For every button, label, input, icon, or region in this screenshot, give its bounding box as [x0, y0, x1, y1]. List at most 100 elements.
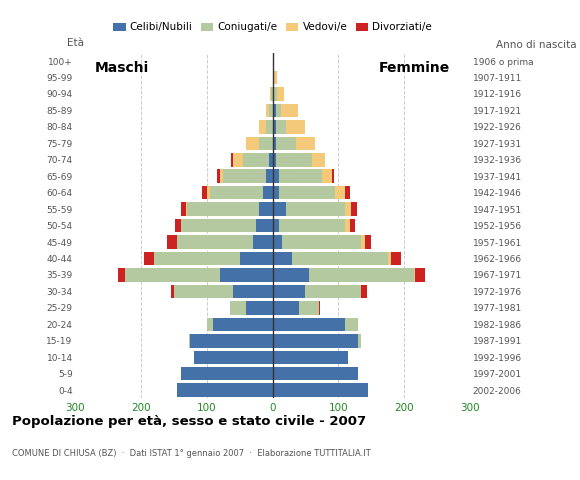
Bar — [273, 87, 274, 101]
Bar — [274, 71, 277, 84]
Text: Età: Età — [67, 38, 84, 48]
Bar — [253, 235, 273, 249]
Bar — [273, 137, 276, 150]
Bar — [207, 318, 213, 331]
Bar — [351, 203, 357, 216]
Bar — [281, 104, 298, 117]
Text: Femmine: Femmine — [379, 61, 450, 75]
Bar — [345, 203, 351, 216]
Bar — [361, 235, 365, 249]
Bar — [415, 268, 425, 282]
Bar — [177, 235, 253, 249]
Bar — [276, 153, 312, 167]
Bar — [273, 71, 274, 84]
Bar — [218, 169, 220, 183]
Bar — [274, 87, 277, 101]
Bar — [387, 252, 391, 265]
Bar — [259, 203, 273, 216]
Bar — [246, 301, 273, 314]
Bar — [125, 268, 220, 282]
Bar — [350, 219, 356, 232]
Bar — [273, 104, 276, 117]
Bar — [286, 120, 306, 133]
Text: Anno di nascita: Anno di nascita — [496, 40, 577, 50]
Bar — [273, 186, 279, 199]
Bar — [345, 318, 358, 331]
Bar — [273, 367, 358, 381]
Bar — [207, 186, 210, 199]
Bar — [292, 252, 387, 265]
Bar — [282, 235, 361, 249]
Bar — [154, 252, 240, 265]
Bar — [243, 153, 269, 167]
Bar — [322, 169, 332, 183]
Bar — [175, 219, 180, 232]
Bar — [273, 334, 358, 348]
Bar — [273, 219, 279, 232]
Bar — [230, 301, 246, 314]
Bar — [223, 169, 266, 183]
Bar — [186, 203, 187, 216]
Bar — [309, 268, 414, 282]
Bar — [168, 235, 177, 249]
Bar — [273, 268, 309, 282]
Bar — [277, 87, 284, 101]
Bar — [286, 203, 345, 216]
Bar — [231, 153, 233, 167]
Bar — [335, 186, 345, 199]
Bar — [312, 153, 325, 167]
Bar — [391, 252, 401, 265]
Bar — [299, 301, 318, 314]
Bar — [190, 334, 273, 348]
Bar — [358, 334, 361, 348]
Bar — [220, 169, 223, 183]
Bar — [177, 384, 273, 397]
Bar — [273, 301, 299, 314]
Bar — [306, 285, 361, 298]
Bar — [220, 268, 273, 282]
Bar — [279, 186, 335, 199]
Bar — [273, 384, 368, 397]
Bar — [240, 252, 273, 265]
Bar — [296, 137, 316, 150]
Bar — [144, 252, 154, 265]
Bar — [180, 203, 186, 216]
Bar — [210, 186, 263, 199]
Bar — [266, 169, 273, 183]
Bar — [345, 219, 350, 232]
Bar — [273, 120, 276, 133]
Bar — [273, 169, 279, 183]
Bar — [273, 153, 276, 167]
Bar — [273, 54, 274, 68]
Bar — [187, 203, 259, 216]
Bar — [332, 169, 334, 183]
Bar — [189, 334, 190, 348]
Bar — [279, 219, 345, 232]
Bar — [273, 235, 282, 249]
Bar — [273, 252, 292, 265]
Bar — [174, 285, 233, 298]
Text: COMUNE DI CHIUSA (BZ)  ·  Dati ISTAT 1° gennaio 2007  ·  Elaborazione TUTTITALIA: COMUNE DI CHIUSA (BZ) · Dati ISTAT 1° ge… — [12, 449, 371, 458]
Bar — [180, 219, 256, 232]
Bar — [233, 285, 273, 298]
Legend: Celibi/Nubili, Coniugati/e, Vedovi/e, Divorziati/e: Celibi/Nubili, Coniugati/e, Vedovi/e, Di… — [109, 18, 436, 36]
Bar — [180, 367, 273, 381]
Bar — [246, 137, 259, 150]
Bar — [259, 137, 273, 150]
Bar — [276, 137, 296, 150]
Bar — [266, 104, 269, 117]
Bar — [270, 87, 271, 101]
Bar — [194, 350, 273, 364]
Bar — [118, 268, 125, 282]
Text: Maschi: Maschi — [95, 61, 150, 75]
Bar — [345, 186, 350, 199]
Bar — [202, 186, 207, 199]
Bar — [279, 169, 322, 183]
Bar — [273, 285, 306, 298]
Bar — [269, 104, 273, 117]
Bar — [213, 318, 273, 331]
Bar — [365, 235, 371, 249]
Bar — [276, 104, 281, 117]
Bar — [414, 268, 415, 282]
Bar — [263, 186, 273, 199]
